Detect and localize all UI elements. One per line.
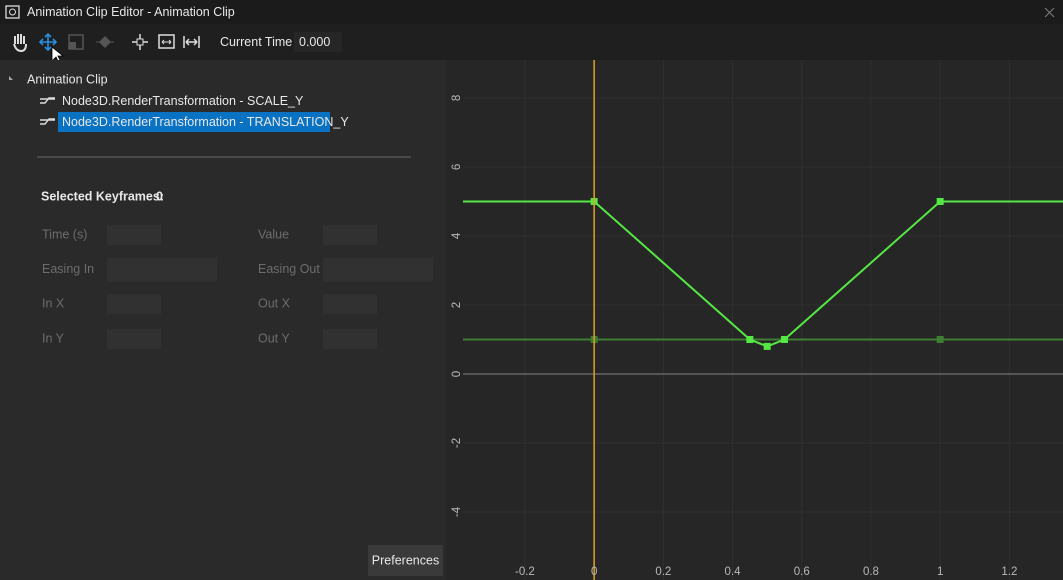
field-label: Time (s) — [42, 227, 87, 241]
current-time-label: Current Time — [220, 35, 292, 49]
curve-graph[interactable] — [446, 60, 1063, 580]
x-tick-label: 0.2 — [655, 566, 671, 578]
title-bar — [0, 0, 1063, 24]
hand-tool[interactable] — [13, 34, 27, 53]
field-label: Value — [258, 227, 289, 241]
fit-all[interactable] — [183, 36, 200, 48]
field-input[interactable] — [107, 225, 161, 245]
scale-tool[interactable] — [68, 34, 84, 50]
window-icon — [5, 5, 20, 19]
keyframe[interactable] — [936, 197, 944, 205]
preferences-label[interactable]: Preferences — [372, 553, 439, 567]
x-tick-label: -0.2 — [515, 566, 535, 578]
field-label: In Y — [42, 331, 65, 345]
track-label[interactable]: Node3D.RenderTransformation - TRANSLATIO… — [62, 115, 349, 129]
field-label: Easing In — [42, 262, 94, 276]
field-label: In X — [42, 297, 65, 311]
field-input[interactable] — [323, 257, 433, 282]
window-title: Animation Clip Editor - Animation Clip — [27, 5, 235, 19]
track-selection — [58, 112, 330, 132]
field-label: Out Y — [258, 331, 290, 345]
field-input[interactable] — [323, 329, 377, 350]
frame-tool[interactable] — [132, 34, 148, 50]
x-tick-label: 0 — [591, 566, 597, 578]
current-time-value[interactable]: 0.000 — [299, 35, 330, 49]
left-panel — [0, 60, 446, 580]
y-tick-label: 4 — [451, 232, 463, 239]
x-tick-label: 1 — [937, 566, 943, 578]
preferences-button[interactable] — [368, 545, 443, 576]
curve-layer — [463, 60, 1063, 580]
x-tick-label: 0.6 — [794, 566, 810, 578]
field-input[interactable] — [107, 257, 217, 282]
y-tick-label: 6 — [451, 164, 463, 170]
fit-horizontal[interactable] — [158, 34, 175, 49]
selected-keyframes-label: Selected Keyframes: — [41, 189, 164, 203]
x-tick-label: 0.4 — [725, 566, 742, 578]
field-label: Out X — [258, 297, 291, 311]
selected-keyframes-count: 0 — [156, 189, 163, 203]
field-label: Easing Out — [258, 262, 320, 276]
close-button[interactable] — [1044, 7, 1055, 18]
y-tick-label: 0 — [451, 371, 463, 377]
keyframe-tool[interactable] — [96, 36, 114, 48]
field-input[interactable] — [323, 294, 377, 315]
y-tick-label: 8 — [451, 95, 463, 101]
keyframe[interactable] — [936, 335, 944, 343]
current-time-input[interactable] — [294, 32, 342, 52]
y-tick-label: -4 — [451, 506, 463, 517]
y-tick-label: -2 — [451, 438, 463, 448]
keyframe[interactable] — [780, 335, 788, 343]
y-tick-label: 2 — [451, 302, 463, 308]
tree-expander[interactable] — [9, 76, 13, 80]
track-label[interactable]: Node3D.RenderTransformation - SCALE_Y — [62, 94, 304, 108]
field-input[interactable] — [323, 225, 377, 245]
keyframe[interactable] — [746, 335, 754, 343]
x-tick-label: 1.2 — [1001, 566, 1017, 578]
track-icon — [40, 97, 55, 104]
x-tick-label: 0.8 — [863, 566, 879, 578]
move-tool[interactable] — [38, 32, 58, 52]
toolbar — [0, 24, 1063, 60]
window-icon-lens — [9, 8, 16, 16]
track-icon — [40, 118, 55, 125]
field-input[interactable] — [107, 329, 161, 350]
tree-root[interactable]: Animation Clip — [27, 72, 108, 86]
keyframe[interactable] — [763, 342, 771, 350]
field-input[interactable] — [107, 294, 161, 315]
